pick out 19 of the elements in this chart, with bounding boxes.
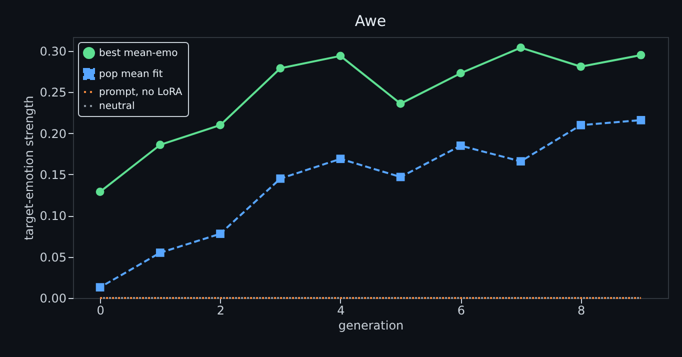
x-tick-label: 6: [457, 304, 465, 318]
legend-label: best mean-emo: [99, 48, 178, 59]
x-tick-label: 0: [96, 304, 104, 318]
y-tick-label: 0.05: [40, 250, 66, 264]
y-tick-label: 0.20: [40, 126, 66, 141]
y-tick-label: 0.25: [40, 86, 66, 100]
legend-label: neutral: [99, 101, 135, 112]
legend-label: pop mean fit: [99, 69, 163, 80]
x-axis-title: generation: [338, 318, 404, 332]
chart-title: Awe: [354, 12, 386, 30]
y-tick-label: 0.30: [40, 44, 66, 58]
legend-label: prompt, no LoRA: [99, 87, 182, 98]
y-tick-label: 0.00: [40, 292, 66, 306]
x-tick-label: 8: [578, 304, 586, 318]
y-tick-label: 0.10: [40, 209, 66, 224]
x-tick-label: 4: [337, 304, 345, 318]
y-axis-title: target-emotion strength: [22, 96, 36, 240]
y-tick-label: 0.15: [40, 168, 66, 182]
x-tick-label: 2: [216, 304, 225, 318]
